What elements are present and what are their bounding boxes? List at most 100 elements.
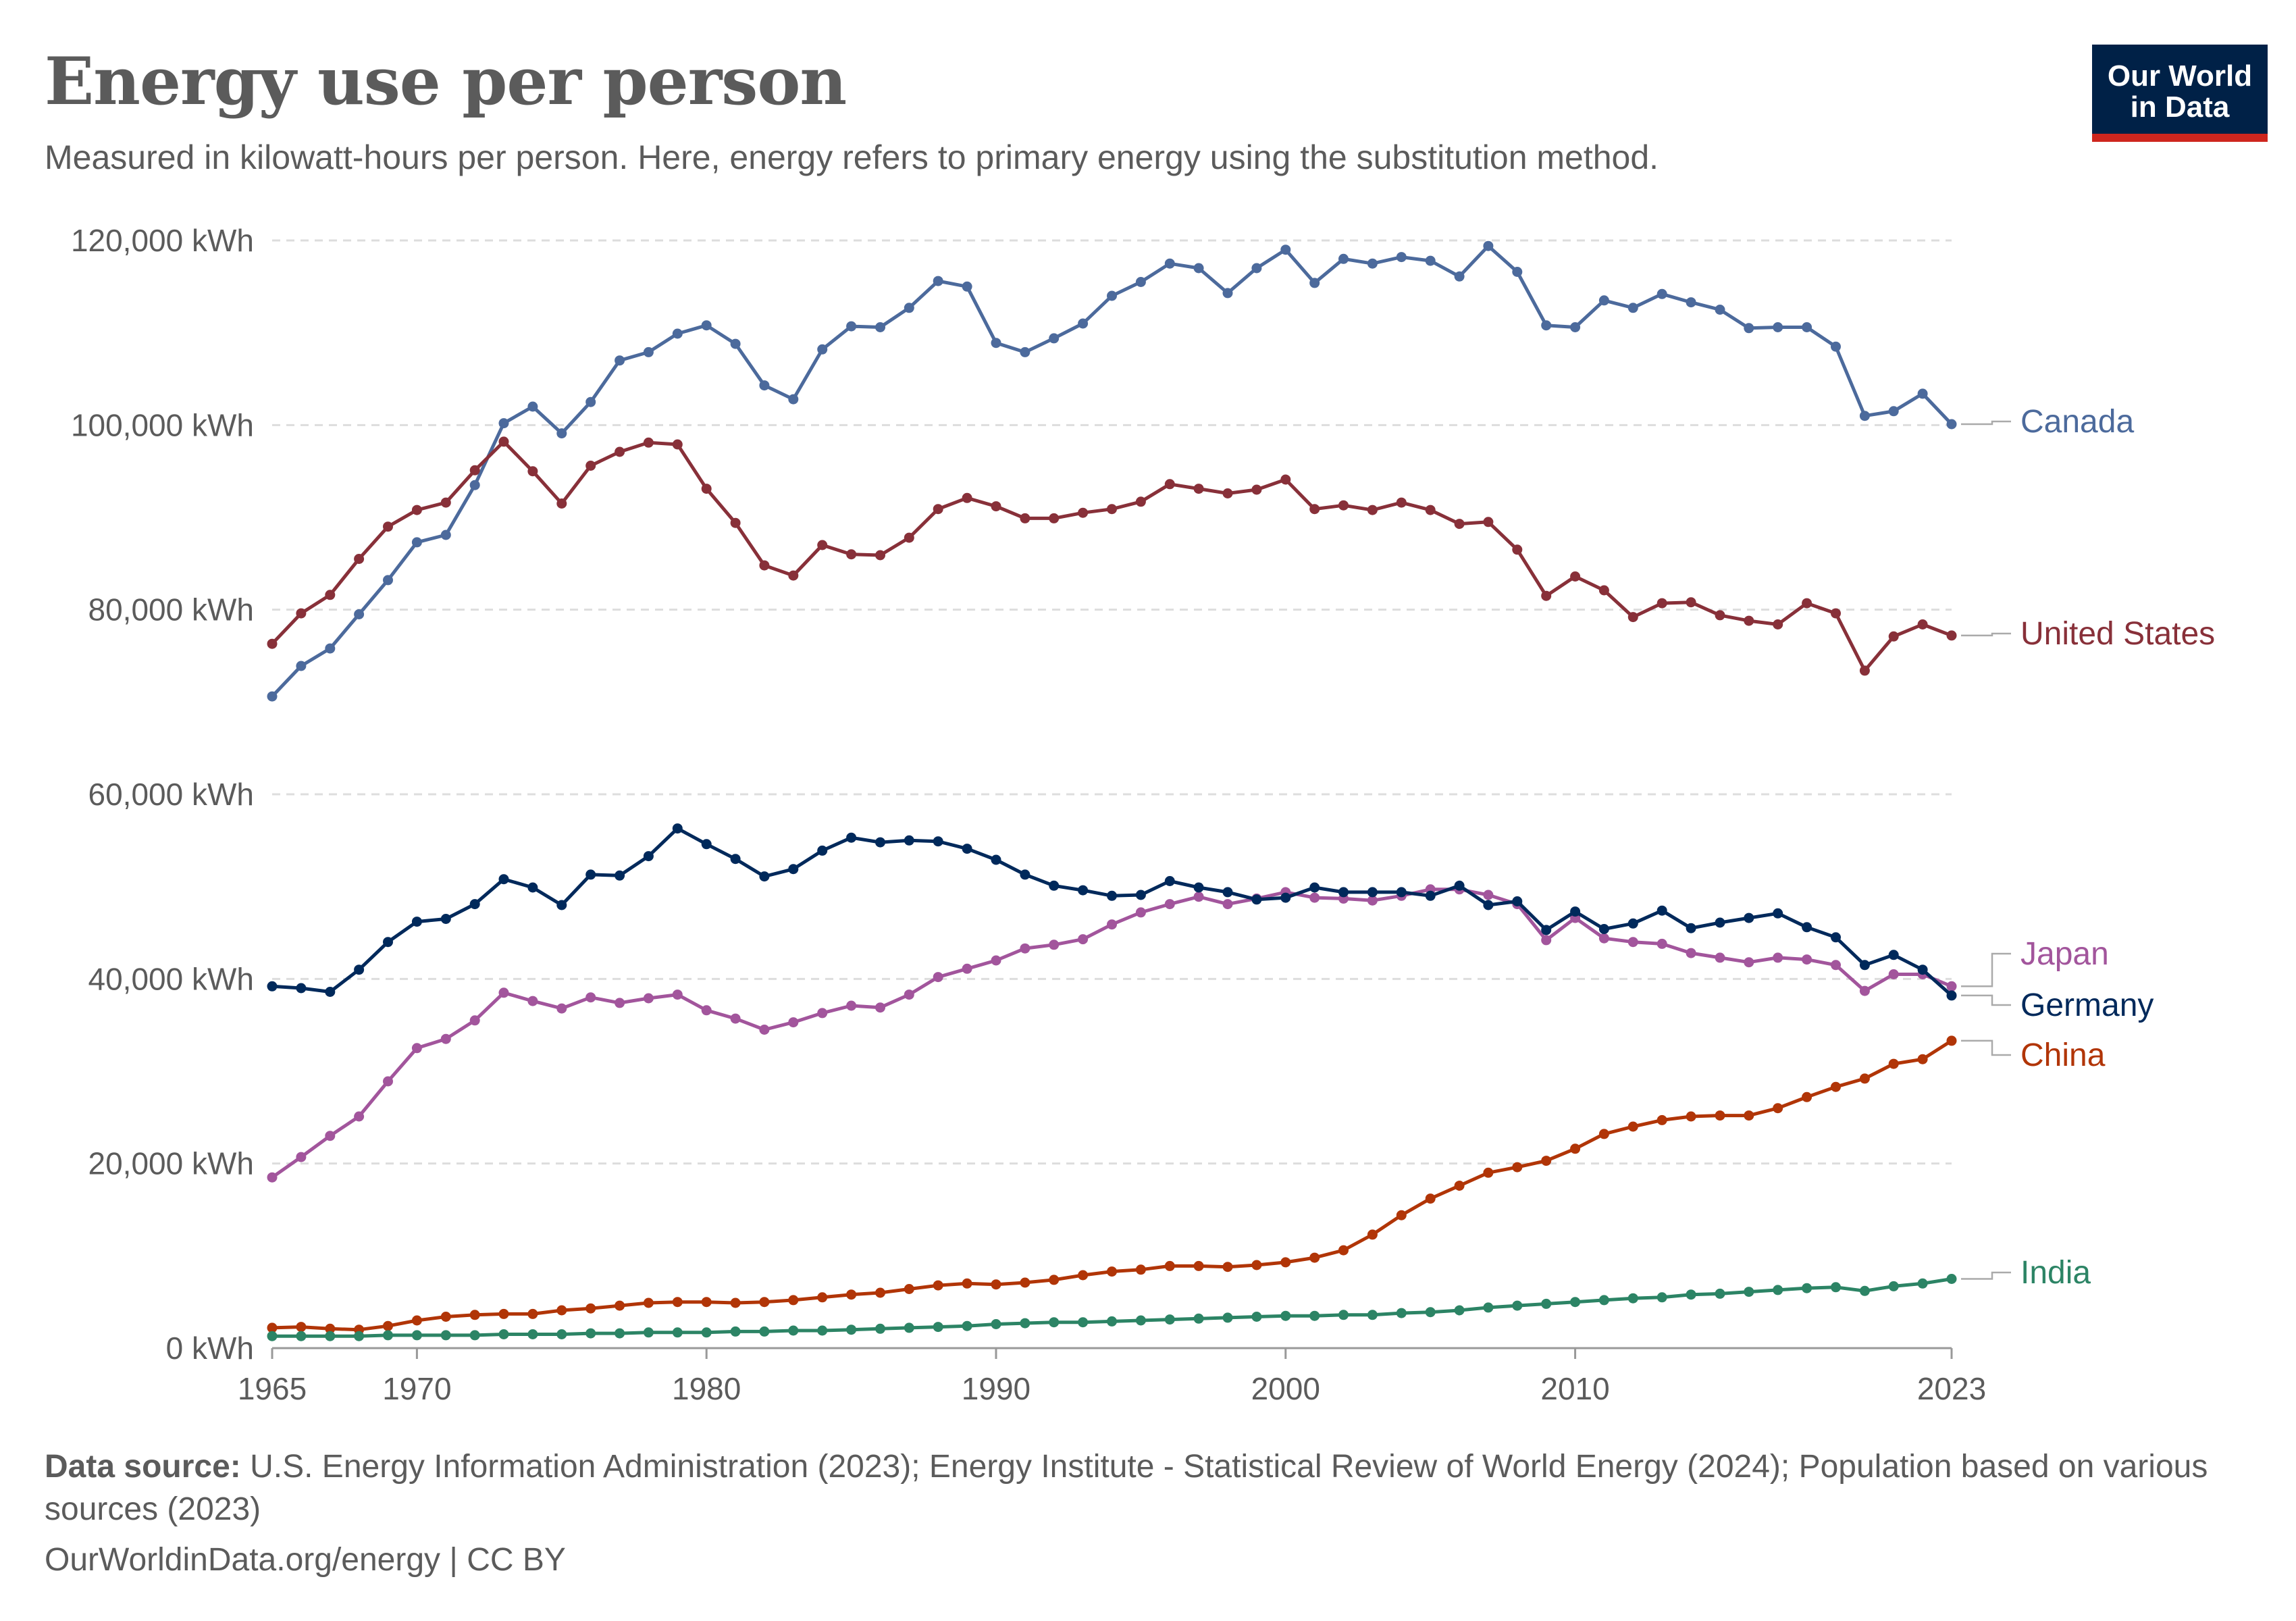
data-point-united-states-2023 bbox=[1946, 630, 1957, 641]
data-point-germany-1974 bbox=[527, 882, 538, 893]
data-point-india-1975 bbox=[556, 1329, 567, 1339]
data-point-canada-1989 bbox=[962, 281, 972, 292]
data-point-canada-1995 bbox=[1135, 277, 1146, 287]
data-point-germany-1979 bbox=[672, 823, 683, 834]
data-point-germany-2011 bbox=[1598, 924, 1609, 934]
data-point-india-2008 bbox=[1512, 1300, 1523, 1311]
series-line-united-states bbox=[270, 440, 1954, 673]
data-point-china-1988 bbox=[933, 1280, 943, 1291]
data-point-united-states-2007 bbox=[1483, 517, 1494, 528]
data-point-canada-2008 bbox=[1512, 267, 1523, 277]
data-point-india-2011 bbox=[1598, 1295, 1609, 1306]
data-point-japan-1981 bbox=[730, 1013, 741, 1024]
data-point-canada-1973 bbox=[498, 418, 509, 429]
owid-logo[interactable]: Our World in Data bbox=[2092, 45, 2268, 142]
data-point-united-states-2008 bbox=[1512, 544, 1523, 555]
data-point-china-1971 bbox=[440, 1312, 451, 1322]
data-point-canada-1971 bbox=[440, 530, 451, 540]
data-point-china-2019 bbox=[1831, 1081, 1841, 1092]
data-point-china-1997 bbox=[1193, 1260, 1204, 1271]
data-point-china-2008 bbox=[1512, 1162, 1523, 1173]
data-point-united-states-1986 bbox=[875, 550, 885, 561]
chart-subtitle: Measured in kilowatt-hours per person. H… bbox=[45, 138, 1659, 176]
data-point-china-1998 bbox=[1222, 1262, 1233, 1272]
data-point-japan-1993 bbox=[1078, 934, 1089, 945]
data-point-china-2016 bbox=[1744, 1110, 1754, 1121]
data-point-japan-1968 bbox=[354, 1111, 365, 1122]
data-point-japan-2013 bbox=[1656, 938, 1667, 949]
data-point-china-1977 bbox=[615, 1300, 625, 1311]
data-point-japan-1971 bbox=[440, 1033, 451, 1044]
data-point-india-2004 bbox=[1396, 1308, 1407, 1318]
data-point-china-1976 bbox=[585, 1303, 596, 1314]
y-tick-label-120000: 120,000 kWh bbox=[71, 223, 254, 258]
data-point-canada-2019 bbox=[1831, 341, 1841, 352]
data-point-india-2013 bbox=[1656, 1292, 1667, 1303]
data-point-germany-1965 bbox=[267, 981, 278, 992]
x-tick-label-2000: 2000 bbox=[1251, 1371, 1320, 1406]
data-point-germany-1995 bbox=[1135, 890, 1146, 900]
data-point-germany-2023 bbox=[1946, 990, 1957, 1001]
data-point-canada-2002 bbox=[1338, 253, 1349, 264]
data-point-germany-1987 bbox=[904, 835, 914, 846]
data-point-india-1972 bbox=[469, 1330, 480, 1341]
data-point-india-2005 bbox=[1425, 1307, 1436, 1318]
data-point-china-2013 bbox=[1656, 1114, 1667, 1125]
data-point-japan-2001 bbox=[1309, 892, 1320, 903]
data-point-canada-1965 bbox=[267, 691, 278, 702]
data-point-canada-2011 bbox=[1598, 295, 1609, 306]
y-tick-label-20000: 20,000 kWh bbox=[88, 1146, 254, 1181]
data-point-china-1981 bbox=[730, 1297, 741, 1308]
data-point-germany-1976 bbox=[585, 869, 596, 880]
source-url[interactable]: OurWorldinData.org/energy | CC BY bbox=[45, 1542, 566, 1578]
data-point-japan-1996 bbox=[1164, 899, 1175, 910]
data-point-india-2023 bbox=[1946, 1274, 1957, 1284]
data-point-china-1974 bbox=[527, 1308, 538, 1319]
data-point-germany-2015 bbox=[1715, 917, 1725, 928]
data-source-note: Data source: U.S. Energy Information Adm… bbox=[45, 1445, 2246, 1531]
data-point-canada-1986 bbox=[875, 322, 885, 332]
data-point-germany-2008 bbox=[1512, 896, 1523, 906]
axes: 0 kWh 20,000 kWh 40,000 kWh 60,000 kWh 80,00… bbox=[71, 223, 1986, 1406]
data-point-canada-2016 bbox=[1744, 323, 1754, 334]
data-point-india-2014 bbox=[1686, 1289, 1696, 1300]
data-point-japan-1978 bbox=[643, 993, 654, 1004]
data-point-india-1978 bbox=[643, 1327, 654, 1338]
data-point-india-1997 bbox=[1193, 1313, 1204, 1324]
data-point-united-states-1972 bbox=[469, 465, 480, 475]
label-connector-india bbox=[1961, 1271, 2011, 1280]
data-point-germany-2007 bbox=[1483, 900, 1494, 910]
data-point-china-1987 bbox=[904, 1284, 914, 1294]
data-point-united-states-2010 bbox=[1570, 571, 1581, 582]
data-point-china-1996 bbox=[1164, 1260, 1175, 1271]
data-point-japan-1991 bbox=[1020, 943, 1030, 954]
data-point-india-1965 bbox=[267, 1331, 278, 1341]
data-point-canada-1966 bbox=[296, 661, 307, 671]
data-point-china-1972 bbox=[469, 1310, 480, 1320]
data-point-china-2021 bbox=[1888, 1058, 1899, 1069]
data-point-canada-1972 bbox=[469, 480, 480, 490]
data-point-china-2005 bbox=[1425, 1193, 1436, 1204]
data-point-united-states-2004 bbox=[1396, 497, 1407, 508]
x-tick-label-2010: 2010 bbox=[1540, 1371, 1609, 1406]
data-point-china-2010 bbox=[1570, 1143, 1581, 1154]
series-line-canada bbox=[270, 244, 1954, 698]
data-point-india-2016 bbox=[1744, 1287, 1754, 1297]
data-point-japan-1984 bbox=[817, 1008, 828, 1019]
data-point-united-states-2011 bbox=[1598, 585, 1609, 596]
data-point-united-states-1996 bbox=[1164, 479, 1175, 490]
data-point-germany-1994 bbox=[1107, 890, 1117, 901]
data-point-japan-2007 bbox=[1483, 890, 1494, 900]
data-point-japan-2016 bbox=[1744, 957, 1754, 968]
data-point-japan-1989 bbox=[962, 963, 972, 974]
data-point-united-states-2005 bbox=[1425, 505, 1436, 515]
data-point-united-states-2002 bbox=[1338, 500, 1349, 511]
data-point-china-2011 bbox=[1598, 1129, 1609, 1139]
data-point-germany-1989 bbox=[962, 844, 972, 854]
data-point-canada-2010 bbox=[1570, 322, 1581, 332]
data-point-china-2022 bbox=[1917, 1054, 1928, 1064]
data-point-india-1985 bbox=[846, 1324, 857, 1335]
data-point-germany-1985 bbox=[846, 832, 857, 843]
data-point-canada-2005 bbox=[1425, 255, 1436, 266]
